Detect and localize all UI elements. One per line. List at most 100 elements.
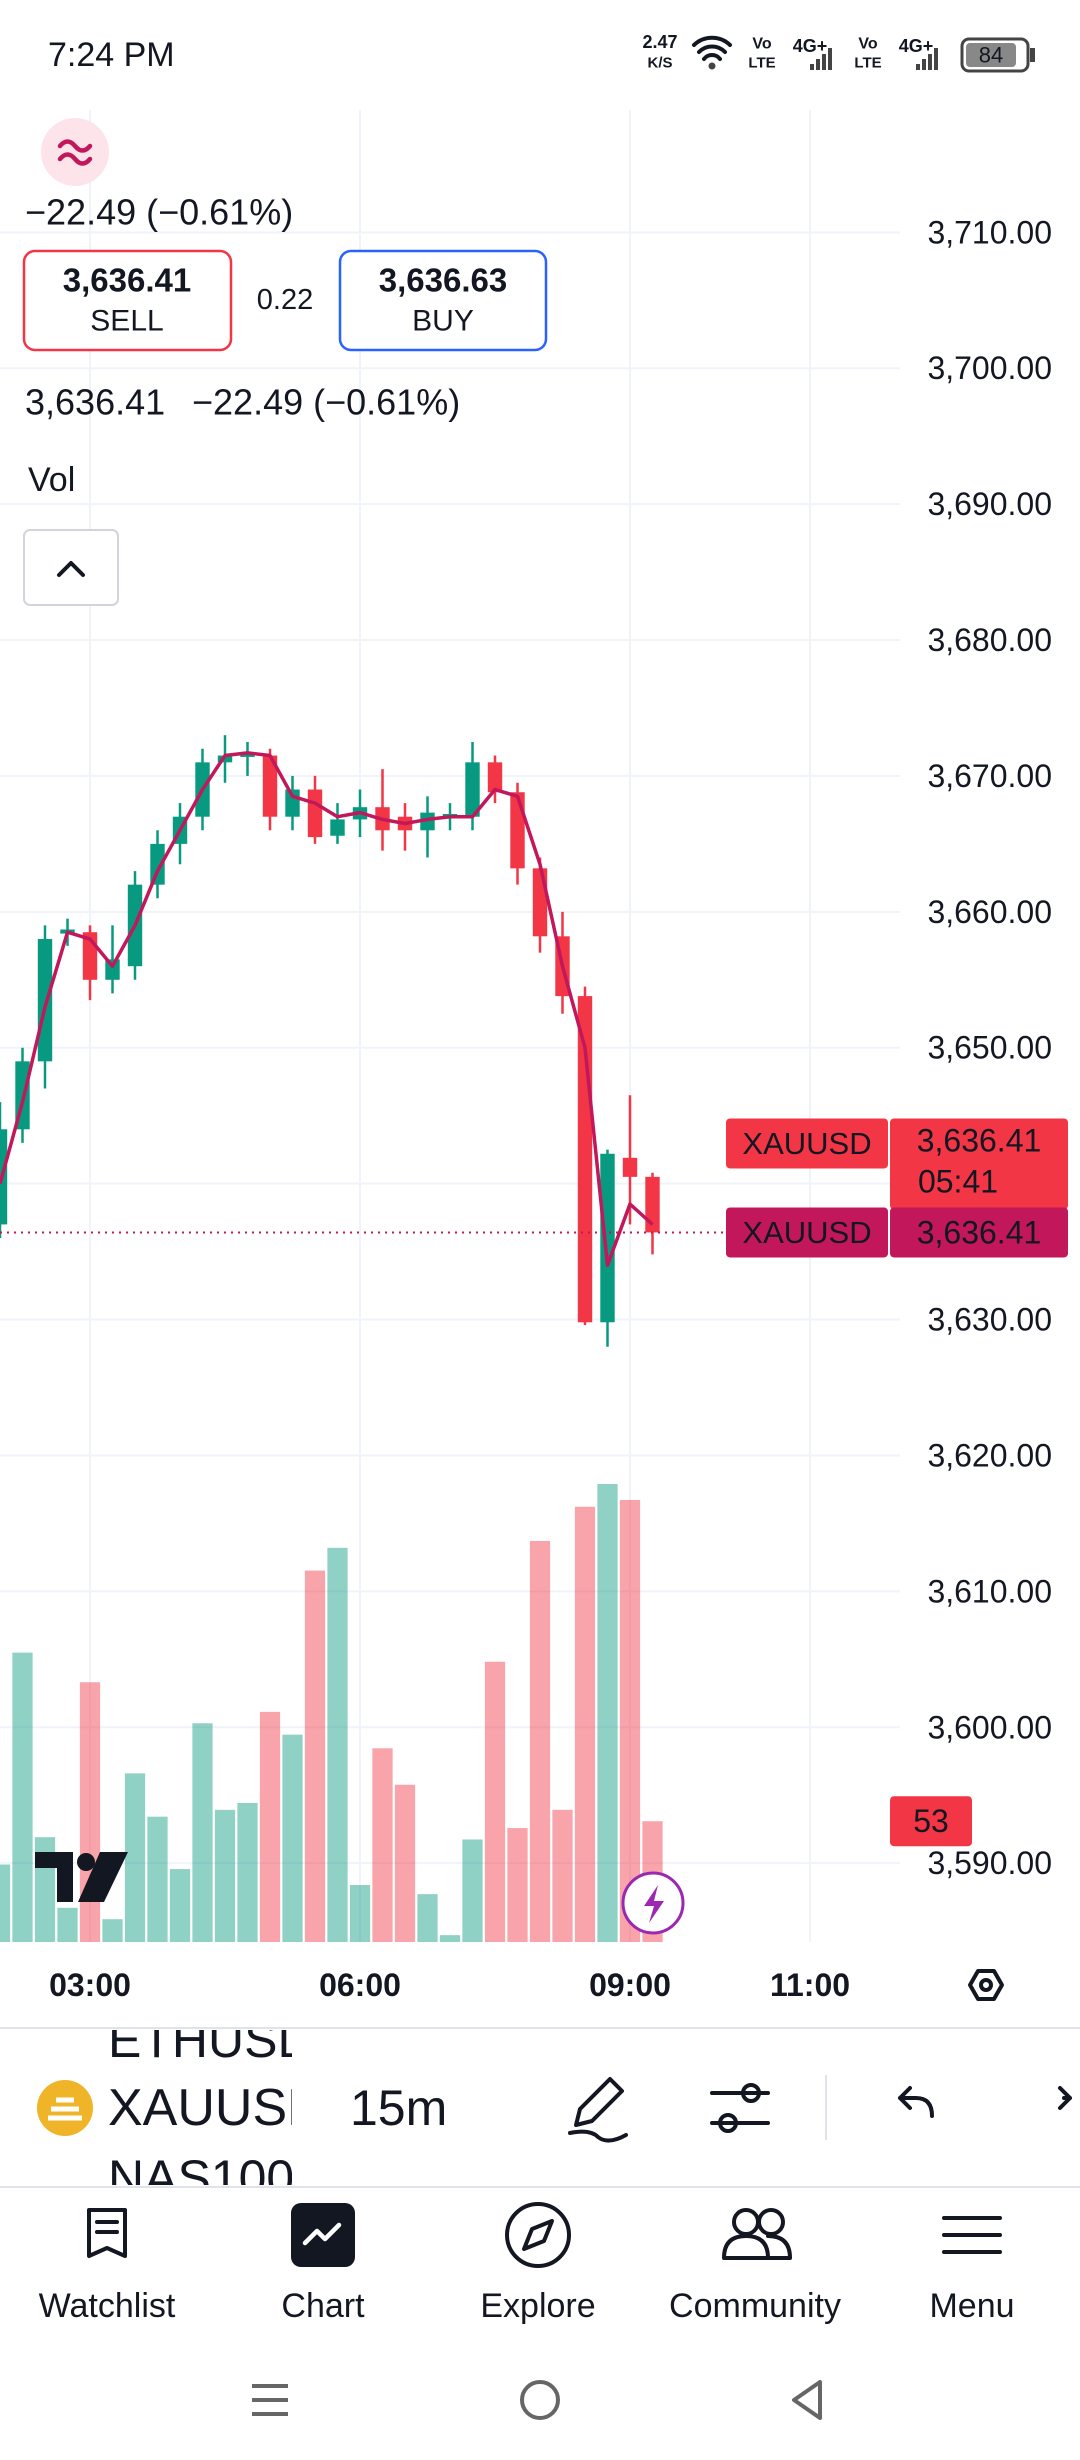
volume-bar — [214, 1809, 236, 1942]
y-tick-label: 3,600.00 — [927, 1709, 1052, 1745]
symbol-option[interactable]: ETHUSD — [108, 2012, 314, 2068]
net-speed-unit: K/S — [647, 55, 672, 72]
candle-body — [262, 755, 278, 817]
battery-outline — [960, 37, 1030, 73]
volume-bar — [507, 1828, 528, 1942]
symbol-logo — [41, 118, 109, 186]
y-tick-label: 3,650.00 — [927, 1030, 1052, 1066]
volume-bar — [327, 1547, 348, 1942]
candle-body — [532, 868, 548, 937]
volume-bar — [192, 1723, 213, 1942]
back-button[interactable] — [792, 2380, 822, 2420]
y-tick-label: 3,690.00 — [927, 486, 1052, 522]
symbol-option[interactable]: NAS100 — [108, 2150, 294, 2206]
candle-body — [330, 819, 345, 836]
sell-price: 3,636.41 — [63, 262, 191, 299]
wifi-icon — [692, 35, 732, 61]
draw-button[interactable] — [568, 2077, 628, 2143]
buy-button[interactable] — [338, 249, 548, 352]
undo-button[interactable] — [898, 2086, 934, 2118]
x-tick-label: 06:00 — [319, 1967, 401, 2003]
community-body — [722, 2234, 792, 2260]
candle-body — [307, 789, 323, 838]
volume-bar — [439, 1935, 461, 1942]
sim-label: 4G+ — [793, 36, 828, 56]
sell-button[interactable] — [22, 249, 233, 352]
symbol-picker[interactable]: ETHUSD XAUUSD NAS100 — [108, 2012, 325, 2206]
explore-needle — [522, 2219, 554, 2251]
sim-label: LTE — [854, 55, 881, 72]
redo-button[interactable] — [1058, 2086, 1072, 2110]
average-line — [0, 751, 654, 1267]
volume-bar — [102, 1919, 123, 1942]
nav-label[interactable]: Menu — [929, 2287, 1014, 2325]
symbol-header: −22.49 (−0.61%) 3,636.41 SELL 0.22 3,636… — [22, 118, 548, 606]
price-change: −22.49 (−0.61%) — [25, 192, 293, 233]
nav-label[interactable]: Watchlist — [39, 2287, 176, 2325]
volume-bar — [237, 1803, 258, 1942]
menu-icon — [942, 2216, 1002, 2254]
signal-bars — [916, 48, 938, 70]
tag-price: 3,636.41 — [917, 1214, 1042, 1250]
volume-tag — [890, 1796, 972, 1847]
candle-body — [600, 1153, 615, 1323]
y-tick-label: 3,670.00 — [927, 758, 1052, 794]
volume-bar — [394, 1784, 416, 1942]
sim-label: Vo — [752, 36, 771, 53]
volume-bar — [147, 1816, 168, 1942]
lightning-icon — [644, 1885, 664, 1923]
last-change: −22.49 (−0.61%) — [192, 382, 460, 423]
candle-body — [645, 1176, 660, 1233]
price-tag — [890, 1118, 1068, 1210]
tag-price: 3,636.41 — [917, 1122, 1042, 1158]
x-tick-label: 11:00 — [770, 1967, 850, 2003]
settings-icon — [979, 1978, 993, 1992]
indicator-name: Vol — [28, 461, 75, 499]
candle-body — [622, 1157, 638, 1177]
volume-bar — [259, 1711, 281, 1942]
signal-bars — [810, 48, 832, 70]
y-tick-label: 3,620.00 — [927, 1437, 1052, 1473]
nav-label[interactable]: Explore — [480, 2287, 595, 2325]
y-tick-label: 3,710.00 — [927, 214, 1052, 250]
last-price: 3,636.41 — [25, 382, 165, 423]
tv-logo-part — [78, 1852, 128, 1902]
settings-button[interactable] — [968, 1969, 1004, 2001]
price-tag — [890, 1207, 1068, 1258]
volume-bar — [12, 1652, 33, 1942]
home-button[interactable] — [520, 2380, 560, 2420]
sell-label: SELL — [90, 305, 163, 338]
sim-label: LTE — [748, 55, 775, 72]
price-tag — [726, 1118, 888, 1169]
candle-body — [487, 762, 503, 793]
volume-bar — [282, 1734, 303, 1942]
volume-bar — [169, 1869, 191, 1942]
nav-label[interactable]: Community — [669, 2287, 841, 2325]
community-icon — [757, 2208, 785, 2236]
y-tick-label: 3,630.00 — [927, 1302, 1052, 1338]
wifi-dot — [708, 62, 716, 70]
slider-knob — [741, 2083, 761, 2103]
volume-bar — [529, 1540, 551, 1942]
symbol-current[interactable]: XAUUSD — [108, 2079, 325, 2137]
chevron-up — [57, 561, 85, 577]
chart-icon-line — [302, 2222, 342, 2246]
sim-label: 4G+ — [899, 36, 934, 56]
clock: 7:24 PM — [48, 36, 175, 74]
volume-bar — [124, 1773, 146, 1942]
volume-bar — [597, 1484, 618, 1942]
volume-bar — [552, 1809, 573, 1942]
sim-label: Vo — [858, 36, 877, 53]
collapse-button[interactable] — [23, 529, 119, 606]
explore-icon — [505, 2202, 571, 2268]
volume-bar — [0, 1864, 11, 1942]
volume-bar — [304, 1570, 326, 1942]
y-tick-label: 3,610.00 — [927, 1573, 1052, 1609]
recents-button[interactable] — [252, 2384, 288, 2416]
nav-label[interactable]: Chart — [281, 2287, 365, 2325]
volume-bar — [372, 1748, 393, 1942]
status-bar: 7:24 PM 2.47 K/S Vo LTE 4G+ Vo LTE 4G+ 8… — [48, 32, 1035, 74]
candle-body — [510, 792, 525, 869]
interval[interactable]: 15m — [350, 2080, 447, 2136]
